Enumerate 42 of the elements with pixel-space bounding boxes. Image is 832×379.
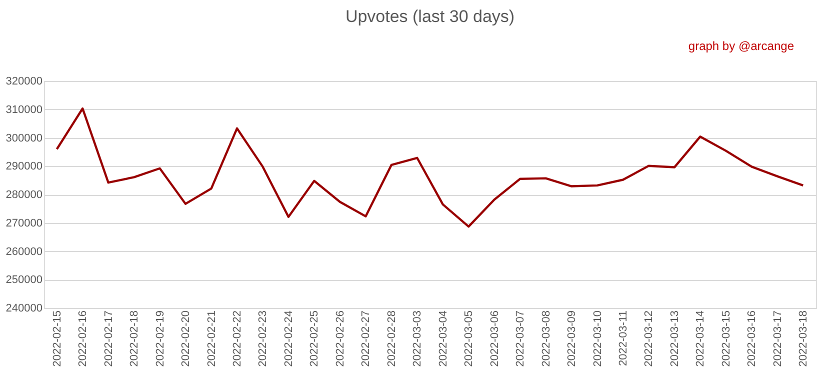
y-tick-label: 300000 bbox=[6, 132, 42, 144]
x-tick-label: 2022-02-20 bbox=[180, 310, 192, 367]
x-tick-label: 2022-03-15 bbox=[720, 310, 732, 367]
x-tick-label: 2022-02-15 bbox=[51, 310, 64, 367]
x-tick-label: 2022-03-07 bbox=[514, 310, 527, 367]
x-tick-label: 2022-03-14 bbox=[694, 310, 707, 367]
x-tick-label: 2022-02-25 bbox=[308, 310, 321, 367]
y-tick-label: 250000 bbox=[6, 274, 42, 286]
x-tick-label: 2022-03-13 bbox=[668, 310, 681, 367]
y-tick-label: 310000 bbox=[6, 104, 42, 116]
x-tick-label: 2022-03-17 bbox=[772, 310, 784, 367]
x-tick-label: 2022-02-17 bbox=[102, 310, 115, 367]
x-tick-label: 2022-03-11 bbox=[618, 310, 630, 366]
y-tick-label: 320000 bbox=[6, 76, 42, 88]
x-tick-label: 2022-02-24 bbox=[282, 310, 295, 367]
x-tick-label: 2022-02-23 bbox=[257, 310, 270, 367]
x-tick-label: 2022-02-26 bbox=[334, 310, 346, 367]
x-tick-label: 2022-03-09 bbox=[566, 310, 578, 367]
y-tick-label: 280000 bbox=[6, 189, 42, 201]
y-tick-label: 270000 bbox=[6, 217, 42, 230]
x-tick-label: 2022-03-03 bbox=[412, 310, 424, 367]
x-tick-label: 2022-03-05 bbox=[463, 310, 476, 367]
y-tick-label: 260000 bbox=[6, 246, 42, 258]
x-tick-label: 2022-02-27 bbox=[360, 310, 372, 367]
x-tick-label: 2022-03-04 bbox=[437, 310, 450, 367]
x-tick-label: 2022-02-18 bbox=[128, 310, 141, 367]
y-tick-label: 240000 bbox=[6, 302, 42, 314]
text: graph by @arcange bbox=[688, 39, 794, 53]
x-tick-label: 2022-03-06 bbox=[488, 310, 501, 367]
x-tick-label: 2022-03-18 bbox=[798, 310, 810, 367]
line-series bbox=[56, 107, 804, 228]
x-tick-label: 2022-02-19 bbox=[154, 310, 166, 367]
x-tick-label: 2022-03-08 bbox=[540, 310, 552, 367]
x-tick-label: 2022-02-21 bbox=[206, 310, 218, 367]
x-tick-label: 2022-02-28 bbox=[386, 310, 398, 367]
x-tick-label: 2022-02-16 bbox=[77, 310, 90, 367]
x-tick-label: 2022-03-12 bbox=[643, 310, 656, 367]
x-tick-label: 2022-03-16 bbox=[746, 310, 758, 367]
chart-title: Upvotes (last 30 days) bbox=[345, 7, 515, 26]
x-tick-label: 2022-02-22 bbox=[232, 310, 244, 367]
x-tick-label: 2022-03-10 bbox=[592, 310, 604, 367]
y-tick-label: 290000 bbox=[6, 160, 42, 173]
